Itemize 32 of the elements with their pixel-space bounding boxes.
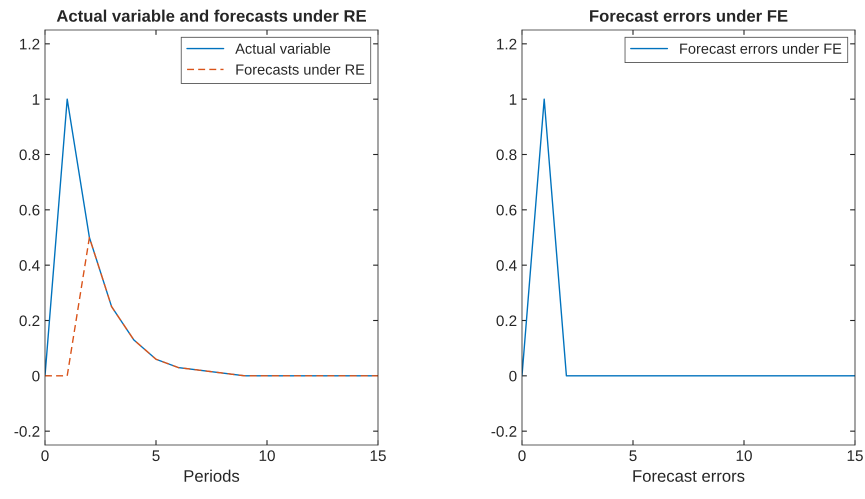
y-tick-label: 0.8 [20, 149, 40, 160]
x-axis-title: Forecast errors [633, 470, 744, 482]
x-tick-label: 0 [41, 450, 49, 462]
x-axis-title: Periods [184, 470, 240, 482]
y-tick-label: 1 [32, 94, 40, 105]
x-tick-label: 0 [518, 450, 526, 462]
y-tick-label: 1.2 [20, 38, 40, 50]
x-tick-label: 15 [848, 450, 863, 462]
y-tick-label: -0.2 [491, 426, 516, 437]
x-tick-label: 10 [736, 450, 752, 462]
y-tick-label: 0.6 [20, 204, 40, 216]
y-tick-label: 0.8 [496, 149, 516, 160]
chart-title: Actual variable and forecasts under RE [56, 10, 366, 22]
y-tick-label: 0 [509, 370, 517, 382]
y-tick-label: 1 [510, 94, 516, 105]
legend-label: Forecasts under RE [236, 64, 364, 75]
chart-title: Forecast errors under FE [590, 10, 788, 22]
legend-label: Actual variable [235, 43, 330, 54]
y-tick-label: 1.2 [497, 38, 516, 50]
legend-label: Forecast errors under FE [680, 43, 842, 54]
y-tick-label: 0.6 [496, 204, 516, 216]
y-tick-label: 0.2 [496, 315, 516, 326]
y-tick-label: -0.2 [14, 426, 40, 437]
x-tick-label: 5 [629, 450, 637, 462]
y-tick-label: 0.4 [20, 260, 40, 271]
line-series [45, 236, 378, 377]
y-tick-label: 0 [32, 370, 40, 382]
y-tick-label: 0.2 [20, 315, 40, 326]
y-tick-label: 0.4 [496, 260, 517, 271]
x-tick-label: 10 [260, 450, 275, 462]
x-tick-label: 15 [370, 450, 386, 462]
x-tick-label: 5 [152, 450, 160, 462]
